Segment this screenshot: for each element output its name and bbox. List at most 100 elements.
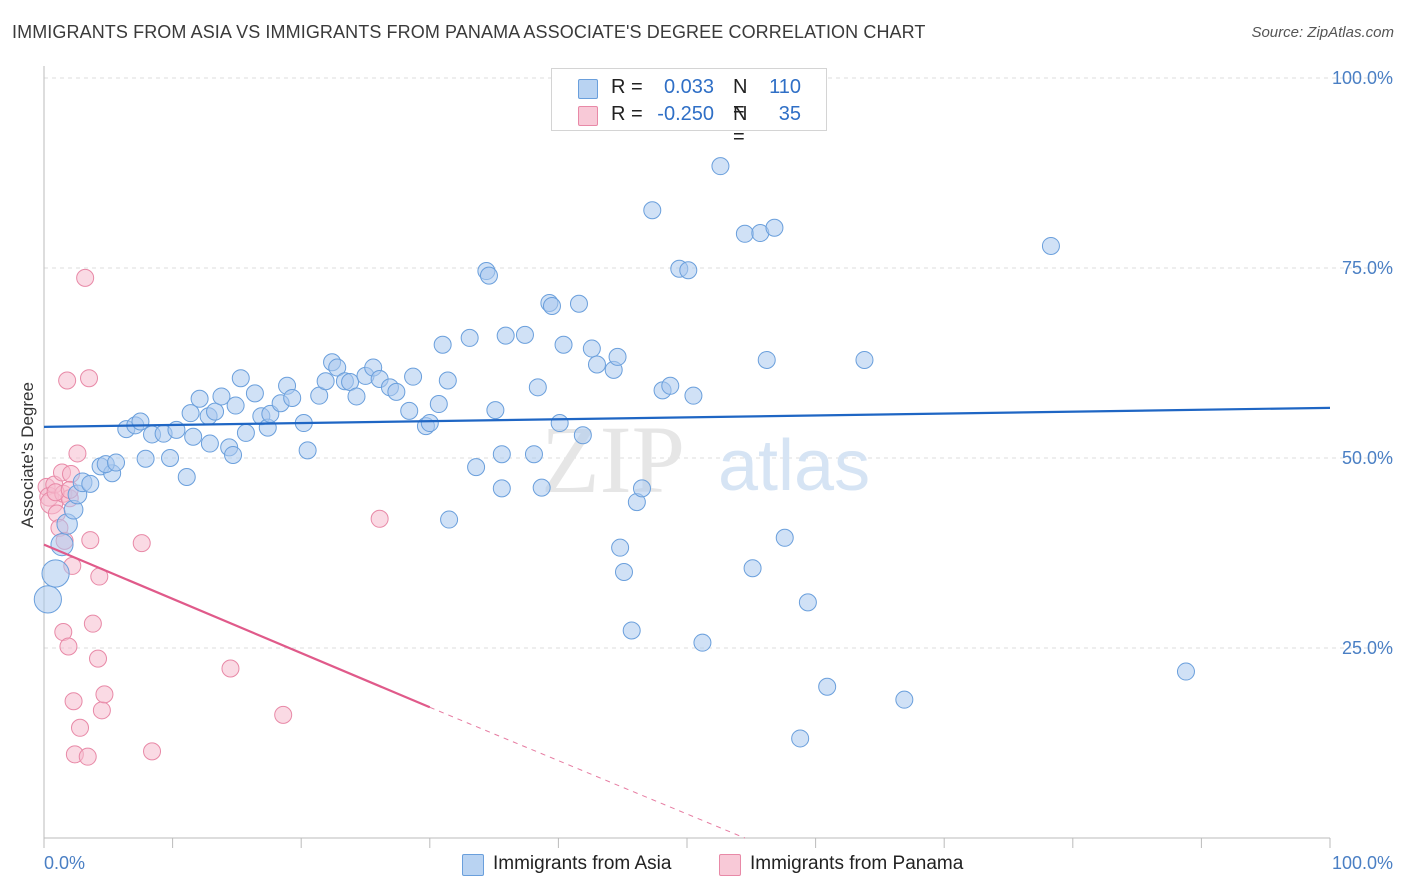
stats-legend: R = 0.033 N = 110 R = -0.250 N = 35 [551, 68, 827, 148]
asia-point [298, 441, 317, 460]
asia-point [226, 396, 245, 415]
asia-point [643, 201, 662, 220]
panama-point [80, 369, 99, 388]
y-tick-label: 25.0% [1342, 638, 1393, 658]
asia-point [41, 559, 70, 588]
legend-n-label: N = [733, 76, 748, 121]
panama-point [143, 742, 162, 761]
asia-point [283, 388, 302, 407]
asia-point [479, 266, 498, 285]
asia-point [492, 479, 511, 498]
asia-point [895, 690, 914, 709]
panama-point [89, 649, 108, 668]
asia-point [1176, 662, 1195, 681]
asia-point [684, 386, 703, 405]
panama-point [92, 701, 111, 720]
asia-points [33, 157, 1195, 748]
asia-point [190, 389, 209, 408]
asia-point [587, 355, 606, 374]
axes [43, 66, 1331, 848]
asia-point [387, 382, 406, 401]
asia-point [440, 510, 459, 529]
chart-title: IMMIGRANTS FROM ASIA VS IMMIGRANTS FROM … [12, 22, 926, 42]
asia-point [524, 445, 543, 464]
asia-point [81, 474, 100, 493]
asia-point [492, 445, 511, 464]
panama-point [83, 614, 102, 633]
legend-n-value: 35 [778, 103, 801, 125]
asia-point [33, 585, 62, 614]
asia-point [400, 401, 419, 420]
asia-point [757, 350, 776, 369]
y-tick-label: 100.0% [1332, 68, 1393, 88]
legend-r-value: 0.033 [663, 76, 714, 98]
panama-point [274, 705, 293, 724]
asia-point [429, 395, 448, 414]
asia-point [554, 335, 573, 354]
asia-point [206, 402, 225, 421]
asia-swatch [578, 79, 598, 99]
asia-point [347, 387, 366, 406]
panama-swatch [578, 106, 598, 126]
legend-r-value: -0.250 [657, 103, 714, 125]
x-tick-label: 100.0% [1332, 853, 1393, 873]
panama-point [58, 371, 77, 390]
source-credit: Source: ZipAtlas.com [1251, 24, 1394, 41]
panama-point [78, 747, 97, 766]
panama-point [132, 534, 151, 553]
asia-point [433, 335, 452, 354]
grid-lines [44, 77, 1392, 649]
asia-point [181, 404, 200, 423]
panama-point [76, 268, 95, 287]
asia-point [212, 387, 231, 406]
asia-point [661, 376, 680, 395]
asia-point [798, 593, 817, 612]
asia-point [611, 538, 630, 557]
asia-point [467, 458, 486, 477]
trend-lines [43, 406, 1331, 839]
tick-labels: 25.0% 50.0% 75.0% 100.0% 0.0% 100.0% [44, 68, 1393, 873]
asia-point [693, 633, 712, 652]
x-tick-label: 0.0% [44, 853, 85, 873]
asia-point [200, 434, 219, 453]
panama-point [370, 509, 389, 528]
legend-r-label: R = [611, 76, 643, 98]
asia-point [404, 367, 423, 386]
watermark: ZIP atlas [541, 406, 870, 513]
asia-point [231, 369, 250, 388]
asia-point [136, 449, 155, 468]
asia-point [438, 371, 457, 390]
asia-point [236, 423, 255, 442]
asia-point [177, 468, 196, 486]
asia-point [1041, 236, 1060, 255]
asia-legend-label: Immigrants from Asia [493, 853, 672, 874]
panama-point [95, 685, 114, 704]
legend-r-label: R = [611, 103, 643, 125]
asia-trend-line [43, 406, 1331, 428]
asia-point [161, 449, 180, 467]
asia-point [486, 401, 505, 420]
asia-point [632, 479, 651, 498]
series-legend: Immigrants from Asia Immigrants from Pan… [0, 852, 1406, 878]
asia-point [614, 563, 633, 581]
asia-point [328, 358, 347, 377]
asia-point [532, 478, 551, 497]
asia-point [608, 347, 627, 366]
asia-point [775, 528, 794, 547]
panama-legend-label: Immigrants from Panama [750, 853, 964, 874]
asia-point [735, 224, 754, 243]
asia-point [496, 326, 515, 345]
asia-point [515, 325, 534, 344]
panama-point [221, 659, 240, 678]
asia-point [528, 378, 547, 397]
asia-point [818, 677, 837, 696]
asia-point [711, 157, 730, 176]
y-tick-label: 75.0% [1342, 258, 1393, 278]
asia-point [316, 372, 335, 391]
asia-point [573, 426, 592, 445]
asia-point [743, 559, 762, 578]
asia-point [542, 297, 561, 315]
asia-point [582, 339, 601, 358]
panama-trend-extension [429, 706, 746, 839]
